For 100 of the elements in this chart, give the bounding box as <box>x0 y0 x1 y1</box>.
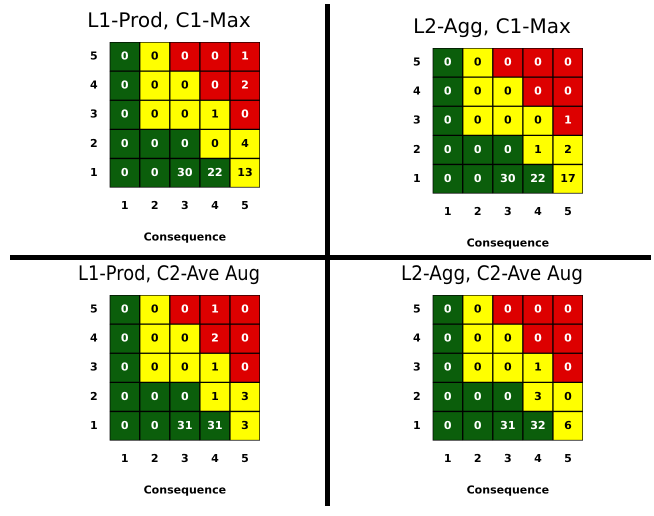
data-label: 0 <box>444 360 452 374</box>
data-label: 0 <box>120 332 129 345</box>
x-tick-label: 3 <box>504 205 512 218</box>
data-label: 0 <box>150 418 159 432</box>
data-label: 4 <box>241 136 250 150</box>
y-tick-label: 2 <box>413 142 421 156</box>
x-tick-label: 4 <box>534 452 542 466</box>
y-tick-label: 2 <box>90 136 98 150</box>
data-label: 0 <box>211 136 220 150</box>
data-label: 0 <box>211 78 220 92</box>
y-tick-label: 3 <box>413 114 421 127</box>
y-tick-label: 5 <box>90 302 98 316</box>
data-label: 17 <box>560 172 576 185</box>
y-tick-label: 1 <box>413 418 421 432</box>
data-label: 0 <box>150 390 159 403</box>
data-label: 0 <box>504 390 512 403</box>
y-tick-label: 1 <box>413 172 421 185</box>
x-tick-label: 4 <box>534 205 542 218</box>
data-label: 1 <box>564 114 572 127</box>
x-tick-label: 2 <box>474 452 482 466</box>
data-label: 0 <box>181 78 189 92</box>
data-label: 0 <box>474 302 482 316</box>
data-label: 0 <box>444 390 452 403</box>
data-label: 1 <box>211 390 219 403</box>
y-tick-label: 4 <box>413 84 421 98</box>
data-label: 0 <box>444 114 452 127</box>
chart-title: L1-Prod, C1-Max <box>87 8 251 32</box>
data-label: 13 <box>237 166 253 179</box>
data-label: 30 <box>500 172 516 185</box>
x-tick-label: 1 <box>444 205 452 218</box>
data-label: 0 <box>181 136 189 150</box>
data-label: 0 <box>211 49 220 62</box>
data-label: 30 <box>177 166 193 179</box>
x-tick-label: 4 <box>211 199 220 212</box>
x-tick-label: 5 <box>241 199 249 212</box>
x-tick-label: 1 <box>120 452 129 466</box>
x-tick-label: 1 <box>444 452 452 466</box>
y-tick-label: 2 <box>90 390 98 403</box>
x-tick-label: 4 <box>211 452 220 466</box>
y-tick-label: 4 <box>90 78 98 92</box>
data-label: 31 <box>177 418 192 432</box>
data-label: 0 <box>120 390 129 403</box>
data-label: 0 <box>534 84 542 98</box>
y-tick-label: 1 <box>90 418 98 432</box>
data-label: 1 <box>211 360 219 374</box>
data-label: 0 <box>504 360 512 374</box>
chart-title: L1-Prod, C2-Ave Aug <box>78 262 260 286</box>
data-label: 0 <box>181 302 189 316</box>
x-tick-label: 2 <box>474 205 482 218</box>
chart-title: L2-Agg, C1-Max <box>413 14 572 38</box>
data-label: 0 <box>120 302 129 316</box>
data-label: 0 <box>474 418 482 432</box>
data-label: 31 <box>500 418 516 432</box>
data-label: 0 <box>474 142 482 156</box>
data-label: 1 <box>534 142 542 156</box>
data-label: 6 <box>564 418 572 432</box>
data-label: 0 <box>444 84 452 98</box>
data-label: 0 <box>474 84 482 98</box>
data-label: 0 <box>120 166 129 179</box>
data-label: 0 <box>150 332 159 345</box>
data-label: 0 <box>181 49 189 62</box>
data-label: 0 <box>444 302 452 316</box>
x-axis-title: Consequence <box>144 483 226 496</box>
data-label: 3 <box>241 390 249 403</box>
data-label: 0 <box>564 302 572 316</box>
data-label: 0 <box>120 360 129 374</box>
data-label: 0 <box>241 332 250 345</box>
y-tick-label: 5 <box>90 49 98 62</box>
data-label: 31 <box>207 418 223 432</box>
data-label: 0 <box>564 55 572 68</box>
data-label: 0 <box>120 49 129 62</box>
data-label: 0 <box>444 172 452 185</box>
data-label: 1 <box>534 360 542 374</box>
data-label: 3 <box>241 418 249 432</box>
x-tick-label: 5 <box>564 205 572 218</box>
data-label: 0 <box>150 108 159 121</box>
data-label: 0 <box>474 55 482 68</box>
data-label: 0 <box>534 332 542 345</box>
y-tick-label: 4 <box>413 332 421 345</box>
data-label: 0 <box>564 360 572 374</box>
x-axis-title: Consequence <box>466 483 550 496</box>
data-label: 0 <box>181 390 189 403</box>
data-label: 0 <box>474 172 482 185</box>
data-label: 2 <box>211 332 219 345</box>
data-label: 0 <box>120 108 129 121</box>
x-axis-title: Consequence <box>466 236 550 250</box>
data-label: 0 <box>120 78 129 92</box>
y-tick-label: 2 <box>413 390 421 403</box>
data-label: 0 <box>241 360 250 374</box>
y-tick-label: 5 <box>413 55 421 68</box>
y-tick-label: 3 <box>90 360 98 374</box>
data-label: 0 <box>474 114 482 127</box>
x-tick-label: 5 <box>241 452 249 466</box>
data-label: 0 <box>534 55 542 68</box>
data-label: 3 <box>534 390 542 403</box>
data-label: 22 <box>207 166 223 179</box>
y-tick-label: 5 <box>413 302 421 316</box>
data-label: 22 <box>530 172 546 185</box>
data-label: 0 <box>564 84 572 98</box>
data-label: 0 <box>504 302 512 316</box>
